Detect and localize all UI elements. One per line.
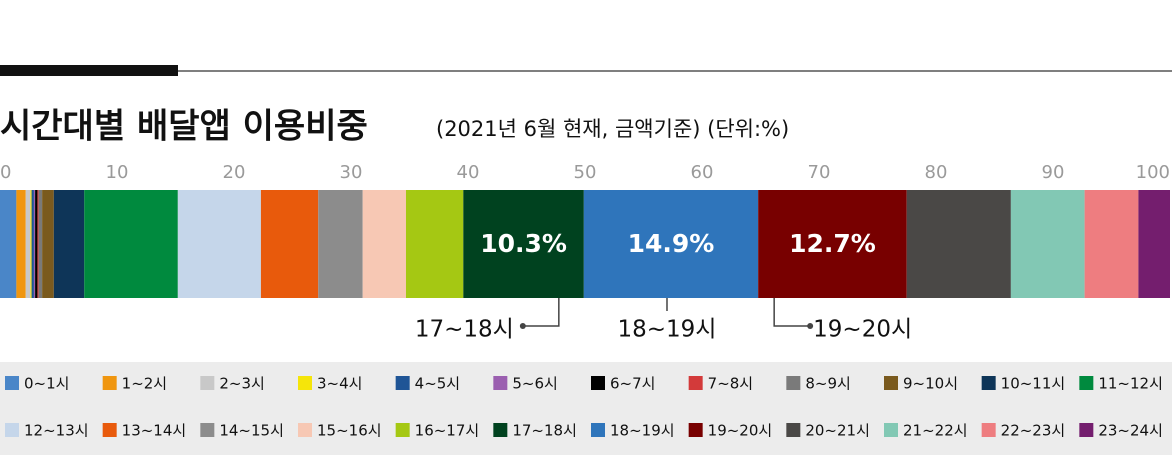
x-tick-label: 90 [1042, 162, 1065, 183]
legend-swatch [102, 376, 117, 390]
legend-label: 13~14시 [122, 422, 187, 440]
legend-swatch [395, 376, 410, 390]
legend-label: 12~13시 [24, 422, 89, 440]
legend-label: 22~23시 [1001, 422, 1066, 440]
bar-segment [463, 190, 584, 298]
bar-segment [31, 190, 34, 298]
callout-label: 17~18시 [415, 317, 514, 343]
x-tick-label: 10 [106, 162, 129, 183]
legend-label: 15~16시 [317, 422, 382, 440]
chart-subtitle: (2021년 6월 현재, 금액기준) (단위:%) [436, 117, 789, 141]
legend-label: 21~22시 [903, 422, 968, 440]
legend-swatch [884, 376, 898, 390]
legend-label: 10~11시 [1001, 375, 1066, 393]
value-label: 12.7% [789, 229, 876, 258]
x-tick-label: 0 [0, 162, 11, 183]
callout-line [773, 298, 811, 327]
legend-label: 19~20시 [708, 422, 773, 440]
legend-swatch [1079, 423, 1094, 437]
legend-swatch [5, 376, 19, 390]
legend-swatch [1079, 376, 1094, 390]
legend-label: 0~1시 [24, 375, 69, 393]
legend-label: 23~24시 [1098, 422, 1163, 440]
bar-segment [38, 190, 43, 298]
legend-label: 5~6시 [512, 375, 557, 393]
legend-swatch [981, 423, 996, 437]
legend-label: 1~2시 [122, 375, 167, 393]
legend-label: 3~4시 [317, 375, 362, 393]
callout-dot [519, 323, 526, 329]
legend-swatch [981, 376, 996, 390]
x-tick-label: 60 [691, 162, 714, 183]
legend-swatch [786, 376, 801, 390]
bar-segment [16, 190, 26, 298]
legend-label: 16~17시 [415, 422, 480, 440]
bar-segment [906, 190, 1011, 298]
legend-label: 4~5시 [415, 375, 460, 393]
legend-swatch [884, 423, 898, 437]
x-tick-label: 30 [340, 162, 363, 183]
legend-swatch [200, 423, 215, 437]
bar-segment [583, 190, 759, 298]
legend-label: 9~10시 [903, 375, 958, 393]
bar-segment [42, 190, 54, 298]
callout-dot [807, 323, 814, 329]
bar-segment [1138, 190, 1170, 298]
bar-segment [30, 190, 32, 298]
bar-segment [758, 190, 907, 298]
bar-segment [362, 190, 406, 298]
legend-label: 2~3시 [219, 375, 264, 393]
bar-segment [25, 190, 31, 298]
legend-swatch [688, 423, 703, 437]
header-bar [0, 65, 178, 76]
legend-swatch [102, 423, 117, 437]
legend-swatch [493, 423, 508, 437]
legend-label: 14~15시 [219, 422, 284, 440]
bar-segment [37, 190, 39, 298]
legend-swatch [493, 376, 508, 390]
legend-swatch [688, 376, 703, 390]
x-tick-label: 50 [574, 162, 597, 183]
legend-swatch [298, 423, 312, 437]
bar-segment [0, 190, 17, 298]
callout-line [522, 298, 560, 327]
bar-segment [1084, 190, 1139, 298]
legend-label: 17~18시 [512, 422, 577, 440]
legend-label: 7~8시 [708, 375, 753, 393]
chart-title: 시간대별 배달앱 이용비중 [0, 107, 368, 147]
legend-label: 6~7시 [610, 375, 655, 393]
bar-segment [318, 190, 363, 298]
callout-label: 18~19시 [618, 317, 717, 343]
x-tick-label: 80 [925, 162, 948, 183]
legend-swatch [591, 376, 605, 390]
legend-label: 11~12시 [1098, 375, 1163, 393]
legend-swatch [298, 376, 312, 390]
value-label: 14.9% [628, 229, 715, 258]
legend-label: 20~21시 [805, 422, 870, 440]
value-label: 10.3% [480, 229, 567, 258]
legend-swatch [200, 376, 215, 390]
bar-segment [84, 190, 178, 298]
legend-swatch [786, 423, 801, 437]
bar-segment [35, 190, 38, 298]
bar-segment [33, 190, 36, 298]
legend-swatch [395, 423, 410, 437]
bar-segment [405, 190, 464, 298]
bar-segment [177, 190, 261, 298]
bar-segment [260, 190, 319, 298]
x-tick-label: 70 [808, 162, 831, 183]
legend-label: 8~9시 [805, 375, 850, 393]
legend-swatch [591, 423, 605, 437]
bar-segment [1010, 190, 1085, 298]
callout-label: 19~20시 [813, 317, 912, 343]
x-tick-label: 40 [457, 162, 480, 183]
legend-label: 18~19시 [610, 422, 675, 440]
bar-segment [53, 190, 85, 298]
x-tick-label: 100 [1136, 162, 1170, 183]
legend-swatch [5, 423, 19, 437]
x-tick-label: 20 [223, 162, 246, 183]
legend-background [0, 362, 1172, 455]
